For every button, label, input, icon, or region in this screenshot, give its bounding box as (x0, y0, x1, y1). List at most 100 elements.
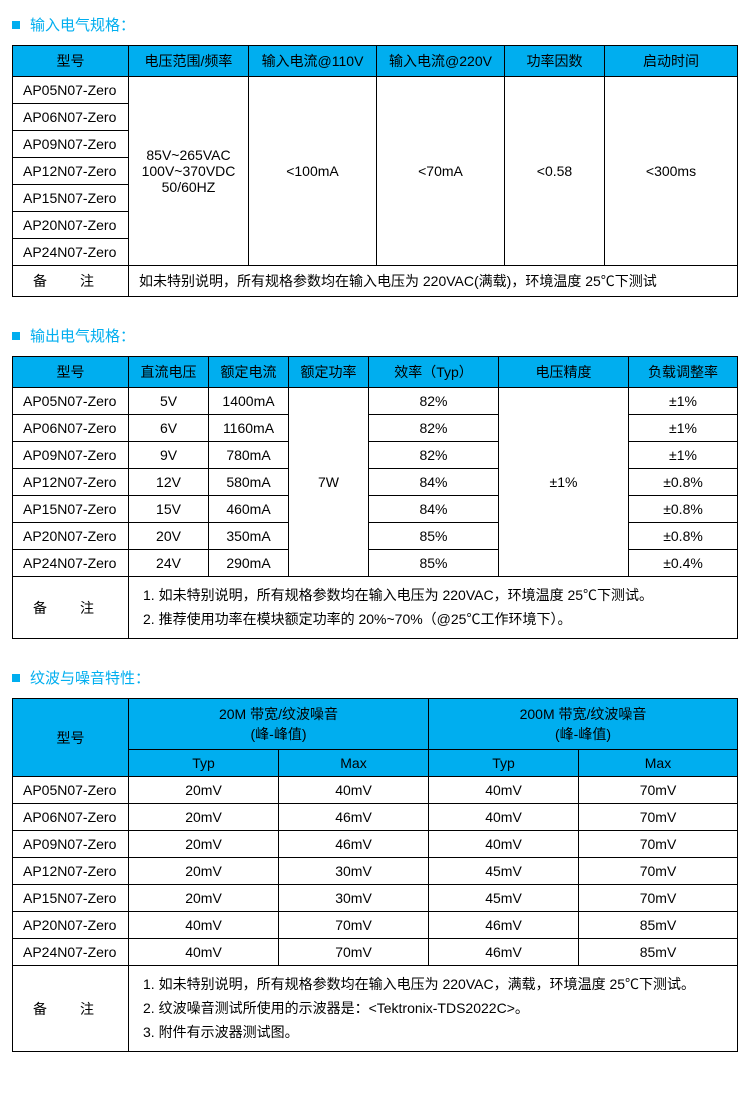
cell-20m-typ: 40mV (129, 912, 279, 939)
note-text: 如未特别说明，所有规格参数均在输入电压为 220VAC，环境温度 25℃下测试。… (129, 577, 738, 639)
cell-200m-max: 85mV (579, 939, 738, 966)
cell-rated-i: 1160mA (209, 415, 289, 442)
cell-20m-max: 40mV (279, 777, 429, 804)
cell-eff: 85% (369, 523, 499, 550)
cell-model: AP12N07-Zero (13, 158, 129, 185)
section2-title: 输出电气规格： (12, 325, 738, 346)
table-row: AP12N07-Zero20mV30mV45mV70mV (13, 858, 738, 885)
col-model: 型号 (13, 46, 129, 77)
col-eff: 效率（Typ） (369, 357, 499, 388)
table-row: AP15N07-Zero20mV30mV45mV70mV (13, 885, 738, 912)
output-spec-table: 型号 直流电压 额定电流 额定功率 效率（Typ） 电压精度 负载调整率 AP0… (12, 356, 738, 639)
section1-title-text: 输入电气规格： (30, 14, 135, 35)
cell-200m-typ: 40mV (429, 777, 579, 804)
table-row: AP20N07-Zero20V350mA85%±0.8% (13, 523, 738, 550)
table-row: AP05N07-Zero85V~265VAC100V~370VDC50/60HZ… (13, 77, 738, 104)
table-row: AP05N07-Zero20mV40mV40mV70mV (13, 777, 738, 804)
cell-eff: 82% (369, 442, 499, 469)
cell-20m-max: 46mV (279, 831, 429, 858)
cell-20m-typ: 20mV (129, 804, 279, 831)
cell-dcv: 20V (129, 523, 209, 550)
cell-model: AP06N07-Zero (13, 804, 129, 831)
col-20m-max: Max (279, 750, 429, 777)
cell-200m-typ: 40mV (429, 804, 579, 831)
cell-200m-max: 85mV (579, 912, 738, 939)
cell-20m-max: 30mV (279, 858, 429, 885)
section3-title-text: 纹波与噪音特性： (30, 667, 150, 688)
cell-200m-typ: 40mV (429, 831, 579, 858)
cell-model: AP20N07-Zero (13, 523, 129, 550)
bullet-icon (12, 674, 20, 682)
cell-loadreg: ±0.4% (629, 550, 738, 577)
cell-dcv: 15V (129, 496, 209, 523)
col-i220: 输入电流@220V (377, 46, 505, 77)
table-row: AP20N07-Zero40mV70mV46mV85mV (13, 912, 738, 939)
cell-200m-typ: 45mV (429, 858, 579, 885)
cell-model: AP05N07-Zero (13, 77, 129, 104)
cell-eff: 84% (369, 496, 499, 523)
cell-20m-typ: 20mV (129, 777, 279, 804)
table-row: AP06N07-Zero6V1160mA82%±1% (13, 415, 738, 442)
cell-model: AP06N07-Zero (13, 104, 129, 131)
cell-20m-max: 46mV (279, 804, 429, 831)
col-loadreg: 负载调整率 (629, 357, 738, 388)
col-model: 型号 (13, 699, 129, 777)
cell-eff: 84% (369, 469, 499, 496)
table-row: AP15N07-Zero15V460mA84%±0.8% (13, 496, 738, 523)
cell-model: AP24N07-Zero (13, 939, 129, 966)
cell-model: AP15N07-Zero (13, 185, 129, 212)
cell-20m-max: 70mV (279, 912, 429, 939)
cell-dcv: 9V (129, 442, 209, 469)
col-vprec: 电压精度 (499, 357, 629, 388)
cell-200m-typ: 45mV (429, 885, 579, 912)
cell-20m-typ: 20mV (129, 831, 279, 858)
cell-eff: 82% (369, 415, 499, 442)
cell-loadreg: ±0.8% (629, 469, 738, 496)
table-row: AP12N07-Zero12V580mA84%±0.8% (13, 469, 738, 496)
cell-200m-typ: 46mV (429, 912, 579, 939)
cell-20m-max: 70mV (279, 939, 429, 966)
table-row: AP24N07-Zero40mV70mV46mV85mV (13, 939, 738, 966)
col-200m-max: Max (579, 750, 738, 777)
cell-model: AP09N07-Zero (13, 831, 129, 858)
cell-20m-max: 30mV (279, 885, 429, 912)
section2-title-text: 输出电气规格： (30, 325, 135, 346)
cell-loadreg: ±1% (629, 415, 738, 442)
cell-dcv: 24V (129, 550, 209, 577)
note-text: 如未特别说明，所有规格参数均在输入电压为 220VAC(满载)，环境温度 25℃… (129, 266, 738, 297)
cell-rated-i: 460mA (209, 496, 289, 523)
cell-vprec: ±1% (499, 388, 629, 577)
col-i110: 输入电流@110V (249, 46, 377, 77)
input-spec-table: 型号 电压范围/频率 输入电流@110V 输入电流@220V 功率因数 启动时间… (12, 45, 738, 297)
note-row: 备注如未特别说明，所有规格参数均在输入电压为 220VAC，环境温度 25℃下测… (13, 577, 738, 639)
cell-loadreg: ±0.8% (629, 523, 738, 550)
note-row: 备注如未特别说明，所有规格参数均在输入电压为 220VAC(满载)，环境温度 2… (13, 266, 738, 297)
cell-i220: <70mA (377, 77, 505, 266)
cell-dcv: 12V (129, 469, 209, 496)
cell-pf: <0.58 (505, 77, 605, 266)
table-header-row: 型号 20M 带宽/纹波噪音 (峰-峰值) 200M 带宽/纹波噪音 (峰-峰值… (13, 699, 738, 750)
cell-rated-i: 580mA (209, 469, 289, 496)
cell-model: AP09N07-Zero (13, 131, 129, 158)
cell-200m-max: 70mV (579, 885, 738, 912)
col-rated-i: 额定电流 (209, 357, 289, 388)
cell-startup: <300ms (605, 77, 738, 266)
cell-model: AP05N07-Zero (13, 388, 129, 415)
note-label: 备注 (13, 577, 129, 639)
col-pf: 功率因数 (505, 46, 605, 77)
col-200m-typ: Typ (429, 750, 579, 777)
cell-200m-typ: 46mV (429, 939, 579, 966)
cell-model: AP09N07-Zero (13, 442, 129, 469)
cell-i110: <100mA (249, 77, 377, 266)
col-200m-line1: 200M 带宽/纹波噪音 (435, 704, 731, 724)
cell-dcv: 5V (129, 388, 209, 415)
cell-model: AP24N07-Zero (13, 239, 129, 266)
cell-eff: 85% (369, 550, 499, 577)
cell-20m-typ: 20mV (129, 885, 279, 912)
col-200m-line2: (峰-峰值) (435, 724, 731, 744)
cell-200m-max: 70mV (579, 831, 738, 858)
table-row: AP06N07-Zero20mV46mV40mV70mV (13, 804, 738, 831)
cell-loadreg: ±0.8% (629, 496, 738, 523)
cell-20m-typ: 40mV (129, 939, 279, 966)
cell-model: AP20N07-Zero (13, 212, 129, 239)
